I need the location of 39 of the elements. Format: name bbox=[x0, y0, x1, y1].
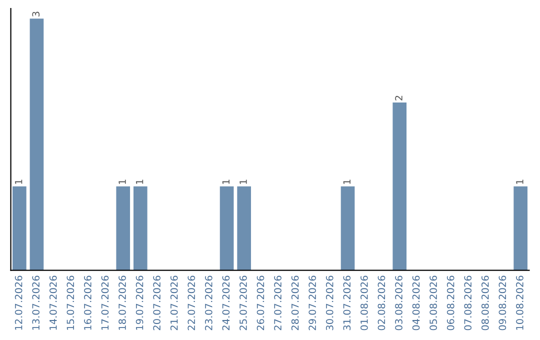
x-tick-label: 16.07.2026 bbox=[84, 276, 92, 330]
x-tick-label: 19.07.2026 bbox=[136, 276, 144, 330]
x-tick-label: 23.07.2026 bbox=[204, 276, 212, 330]
x-tick-label: 28.07.2026 bbox=[291, 276, 299, 330]
data-label: 2 bbox=[395, 96, 402, 100]
x-tick-label: 06.08.2026 bbox=[446, 276, 454, 330]
x-tick-label: 29.07.2026 bbox=[308, 276, 316, 330]
x-tick-label: 10.08.2026 bbox=[516, 276, 524, 330]
x-tick-label: 31.07.2026 bbox=[343, 276, 351, 330]
x-tick-label: 04.08.2026 bbox=[412, 276, 420, 330]
x-tick-label: 30.07.2026 bbox=[326, 276, 334, 330]
x-tick-label: 12.07.2026 bbox=[14, 276, 22, 330]
data-label: 3 bbox=[32, 12, 40, 16]
x-tick-label: 21.07.2026 bbox=[170, 276, 178, 330]
data-label: 1 bbox=[343, 180, 350, 184]
data-label: 1 bbox=[118, 180, 126, 184]
x-tick-label: 05.08.2026 bbox=[430, 276, 437, 330]
data-label: 1 bbox=[516, 180, 524, 184]
x-tick-label: 27.07.2026 bbox=[274, 276, 282, 330]
x-tick-label: 08.08.2026 bbox=[481, 276, 489, 330]
x-tick-label: 13.07.2026 bbox=[32, 276, 40, 330]
x-tick-label: 17.07.2026 bbox=[101, 276, 109, 330]
data-label: 1 bbox=[222, 180, 230, 184]
x-tick-label: 02.08.2026 bbox=[378, 276, 386, 330]
x-tick-label: 26.07.2026 bbox=[256, 276, 264, 330]
x-tick-label: 22.07.2026 bbox=[188, 276, 196, 330]
x-tick-label: 09.08.2026 bbox=[498, 276, 506, 330]
x-tick-label: 07.08.2026 bbox=[464, 276, 472, 330]
x-tick-label: 01.08.2026 bbox=[360, 276, 368, 330]
data-label: 1 bbox=[240, 180, 247, 184]
x-tick-label: 20.07.2026 bbox=[153, 276, 160, 330]
data-label: 1 bbox=[15, 180, 22, 184]
x-tick-label: 14.07.2026 bbox=[49, 276, 57, 330]
data-label: 1 bbox=[136, 180, 144, 184]
x-tick-label: 15.07.2026 bbox=[66, 276, 74, 330]
x-tick-label: 03.08.2026 bbox=[395, 276, 402, 330]
x-tick-label: 25.07.2026 bbox=[240, 276, 247, 330]
x-tick-label: 18.07.2026 bbox=[118, 276, 126, 330]
x-tick-label: 24.07.2026 bbox=[222, 276, 230, 330]
